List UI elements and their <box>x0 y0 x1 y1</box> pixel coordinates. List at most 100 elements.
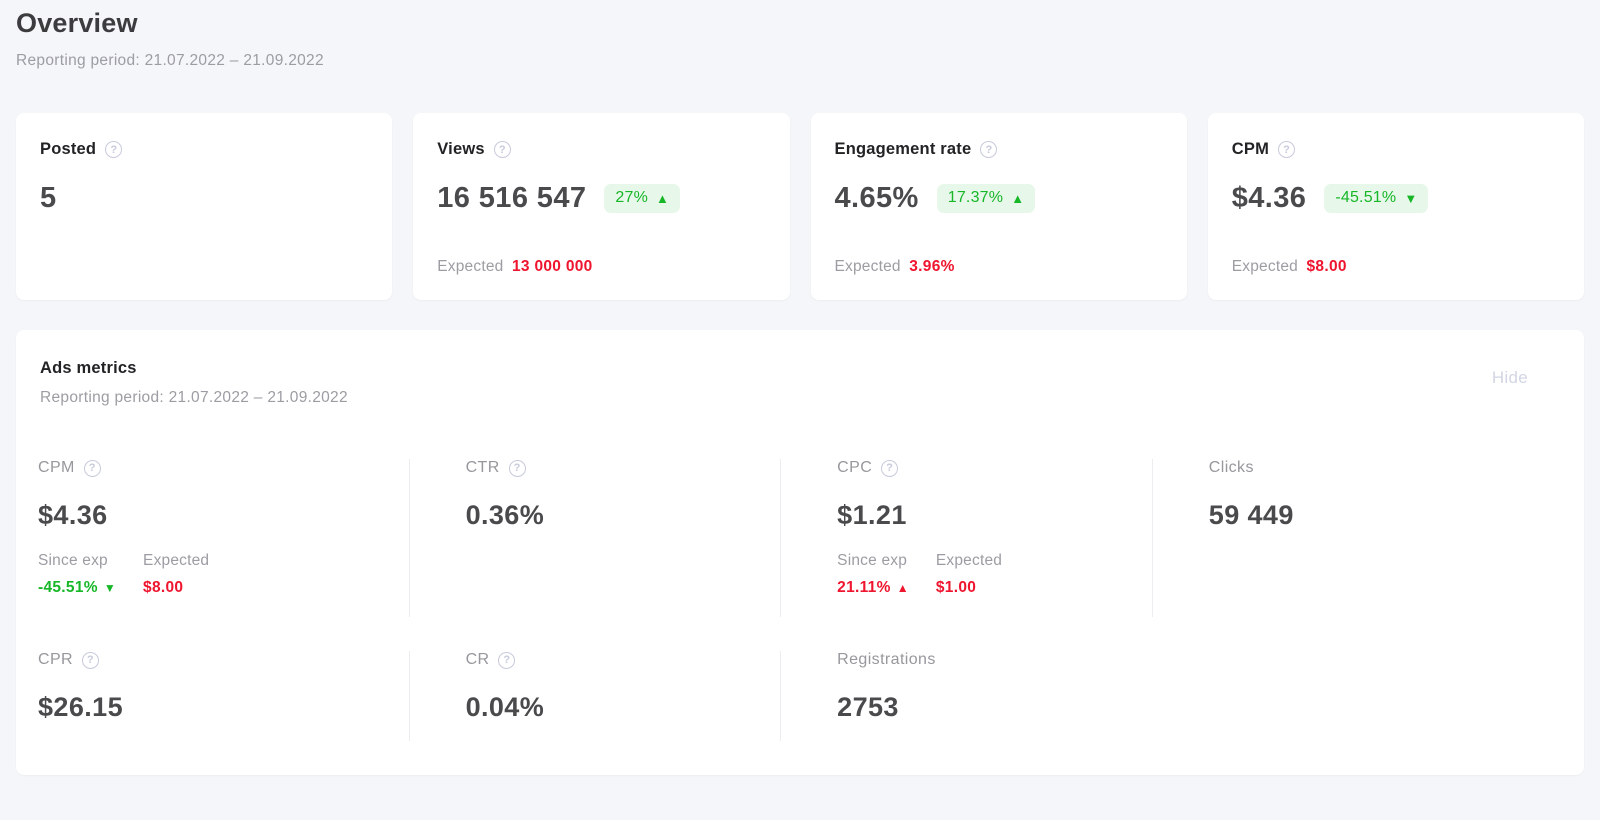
expected-label: Expected <box>143 552 210 569</box>
ads-cpc-cell: CPC ? $1.21 Since exp 21.11% ▲ Expected … <box>781 459 1153 617</box>
engagement-rate-expected-label: Expected <box>834 258 901 275</box>
cpm-expected-row: Expected $8.00 <box>1232 258 1560 276</box>
cpm-change-text: -45.51% <box>1335 189 1397 206</box>
expected-label: Expected <box>935 552 1003 569</box>
ads-cpc-value: $1.21 <box>837 500 907 530</box>
ads-metrics-title: Ads metrics <box>40 359 137 377</box>
help-icon[interactable]: ? <box>881 459 899 477</box>
engagement-rate-value-row: 4.65% 17.37% ▲ <box>835 182 1163 215</box>
views-card-title: Views <box>437 140 485 158</box>
overview-page: Overview Reporting period: 21.07.2022 – … <box>16 8 1584 775</box>
views-change-badge: 27% ▲ <box>604 184 681 213</box>
posted-card: Posted ? 5 <box>16 113 393 300</box>
ads-ctr-label-row: CTR ? <box>466 459 781 477</box>
posted-card-title: Posted <box>40 140 97 158</box>
up-triangle-icon: ▲ <box>656 190 670 206</box>
engagement-rate-change-text: 17.37% <box>947 189 1004 206</box>
ads-cr-label-row: CR ? <box>466 651 781 669</box>
ads-clicks-value: 59 449 <box>1208 500 1294 530</box>
ads-clicks-label: Clicks <box>1208 459 1254 476</box>
ads-cpc-compare-row: Since exp 21.11% ▲ Expected $1.00 <box>837 552 1152 597</box>
ads-cpc-since-exp: Since exp 21.11% ▲ <box>837 552 909 597</box>
ads-cpc-label: CPC <box>837 459 873 476</box>
help-icon[interactable]: ? <box>508 459 526 477</box>
ads-metrics-card: Ads metrics Reporting period: 21.07.2022… <box>16 330 1584 775</box>
ads-cr-label: CR <box>465 651 490 668</box>
ads-cpr-label: CPR <box>38 651 73 668</box>
ads-cpm-label-row: CPM ? <box>38 459 409 477</box>
help-icon[interactable]: ? <box>81 651 99 669</box>
posted-value: 5 <box>40 182 57 214</box>
ads-cpr-cell: CPR ? $26.15 <box>16 651 410 741</box>
help-icon[interactable]: ? <box>1278 141 1296 158</box>
ads-cpm-value: $4.36 <box>38 500 108 530</box>
ads-clicks-label-row: Clicks <box>1209 459 1584 477</box>
ads-ctr-label: CTR <box>465 459 500 476</box>
cpm-expected-label: Expected <box>1231 258 1298 275</box>
ads-cpm-label: CPM <box>38 459 75 476</box>
ads-cpc-expected: Expected $1.00 <box>936 552 1002 597</box>
ads-metrics-reporting-period: Reporting period: 21.07.2022 – 21.09.202… <box>40 389 348 406</box>
engagement-rate-expected-value: 3.96% <box>909 258 955 275</box>
ads-registrations-value: 2753 <box>837 692 899 722</box>
since-exp-label: Since exp <box>837 552 908 569</box>
views-card-header: Views ? <box>437 140 765 159</box>
views-expected-value: 13 000 000 <box>512 258 593 275</box>
ads-cpc-since-exp-value: 21.11% <box>837 579 891 596</box>
help-icon[interactable]: ? <box>105 141 123 158</box>
help-icon[interactable]: ? <box>83 459 101 477</box>
views-expected-row: Expected 13 000 000 <box>437 258 765 276</box>
down-triangle-icon: ▼ <box>103 581 117 595</box>
cpm-card: CPM ? $4.36 -45.51% ▼ Expected $8.00 <box>1207 113 1584 300</box>
ads-cpr-label-row: CPR ? <box>38 651 409 669</box>
ads-cpc-expected-value: $1.00 <box>935 579 977 596</box>
engagement-rate-card-title: Engagement rate <box>834 140 972 158</box>
ads-ctr-value: 0.36% <box>465 500 545 530</box>
cpm-expected-value: $8.00 <box>1306 258 1347 275</box>
ads-cpc-since-exp-value-row: 21.11% ▲ <box>837 579 909 597</box>
ads-cpm-since-exp-value: -45.51% <box>38 579 98 596</box>
down-triangle-icon: ▼ <box>1404 190 1418 206</box>
ads-cr-value: 0.04% <box>465 692 545 722</box>
engagement-rate-change-badge: 17.37% ▲ <box>936 184 1036 213</box>
ads-cpm-expected: Expected $8.00 <box>143 552 209 597</box>
views-value: 16 516 547 <box>437 182 587 214</box>
engagement-rate-card: Engagement rate ? 4.65% 17.37% ▲ Expecte… <box>810 113 1187 300</box>
page-title: Overview <box>16 8 138 38</box>
ads-cpc-label-row: CPC ? <box>837 459 1152 477</box>
summary-cards-row: Posted ? 5 Views ? 16 516 547 27% ▲ Expe… <box>16 113 1584 300</box>
cpm-card-header: CPM ? <box>1232 140 1560 159</box>
since-exp-label: Since exp <box>38 552 108 569</box>
ads-registrations-label: Registrations <box>837 651 936 668</box>
ads-cpr-value: $26.15 <box>38 692 123 722</box>
ads-cr-cell: CR ? 0.04% <box>410 651 782 741</box>
reporting-period: Reporting period: 21.07.2022 – 21.09.202… <box>16 52 324 69</box>
posted-card-header: Posted ? <box>40 140 368 159</box>
ads-registrations-cell: Registrations 2753 <box>781 651 1584 741</box>
ads-cpm-cell: CPM ? $4.36 Since exp -45.51% ▼ Expected <box>16 459 410 617</box>
help-icon[interactable]: ? <box>493 141 511 158</box>
engagement-rate-value: 4.65% <box>834 182 919 214</box>
ads-registrations-label-row: Registrations <box>837 651 1584 669</box>
ads-metrics-header: Ads metrics Reporting period: 21.07.2022… <box>16 359 1584 407</box>
engagement-rate-expected-row: Expected 3.96% <box>835 258 1163 276</box>
views-expected-label: Expected <box>437 258 504 275</box>
hide-button[interactable]: Hide <box>1491 368 1528 387</box>
engagement-rate-card-header: Engagement rate ? <box>835 140 1163 159</box>
views-card: Views ? 16 516 547 27% ▲ Expected 13 000… <box>413 113 790 300</box>
cpm-change-badge: -45.51% ▼ <box>1324 184 1429 213</box>
cpm-card-title: CPM <box>1231 140 1270 158</box>
help-icon[interactable]: ? <box>498 651 516 669</box>
ads-ctr-cell: CTR ? 0.36% <box>410 459 782 617</box>
ads-metrics-row-2: CPR ? $26.15 CR ? 0.04% Registrations 27… <box>16 651 1584 741</box>
ads-metrics-row-1: CPM ? $4.36 Since exp -45.51% ▼ Expected <box>16 459 1584 617</box>
up-triangle-icon: ▲ <box>896 581 909 595</box>
ads-cpm-compare-row: Since exp -45.51% ▼ Expected $8.00 <box>38 552 409 597</box>
views-value-row: 16 516 547 27% ▲ <box>437 182 765 215</box>
cpm-value: $4.36 <box>1231 182 1307 214</box>
help-icon[interactable]: ? <box>980 141 998 158</box>
cpm-value-row: $4.36 -45.51% ▼ <box>1232 182 1560 215</box>
ads-cpm-expected-value: $8.00 <box>143 579 184 596</box>
ads-cpm-since-exp-value-row: -45.51% ▼ <box>38 579 116 597</box>
ads-clicks-cell: Clicks 59 449 <box>1153 459 1584 617</box>
